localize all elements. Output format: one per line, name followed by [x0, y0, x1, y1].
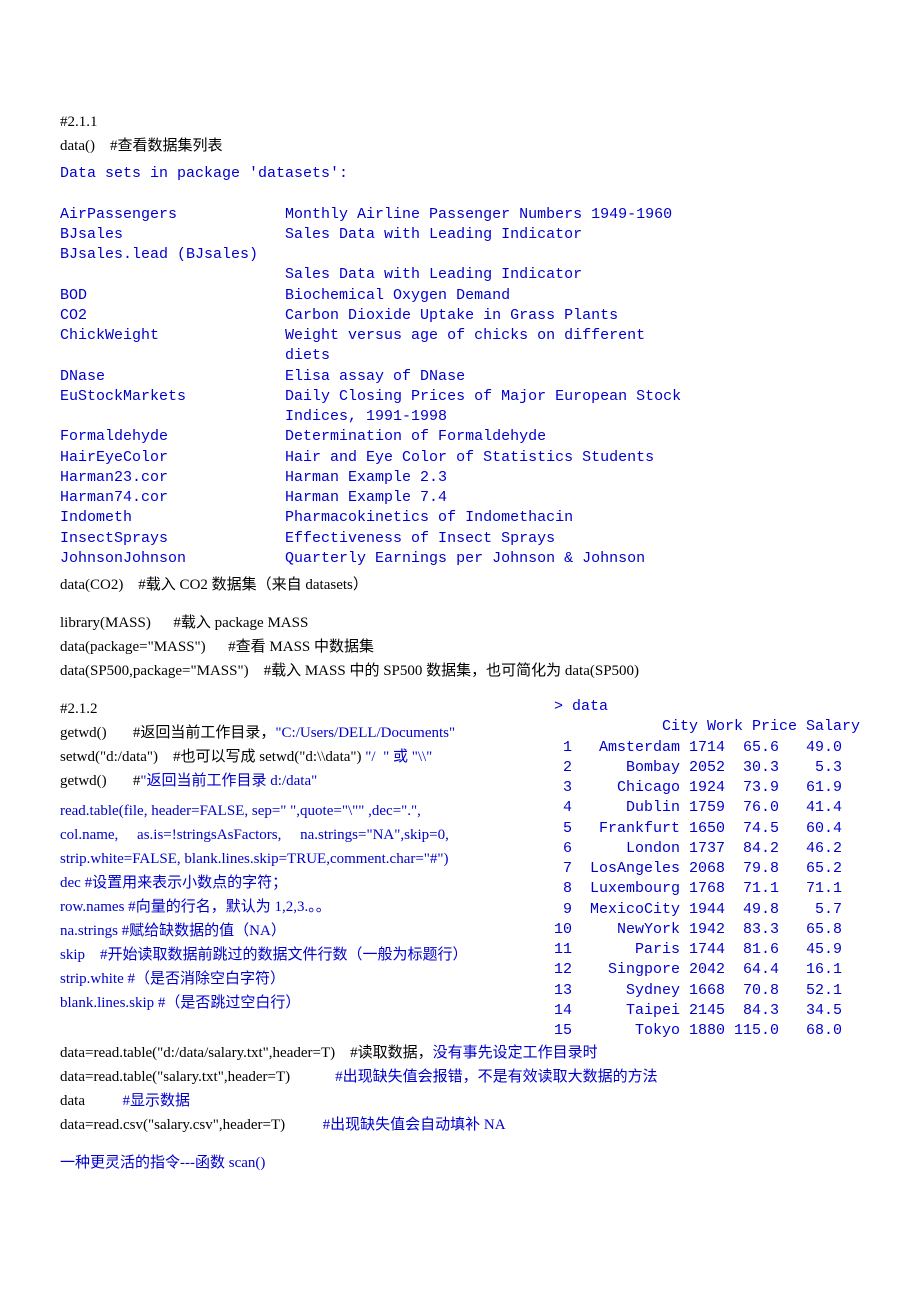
left-column: #2.1.2 getwd() #返回当前工作目录，"C:/Users/DELL/… [60, 697, 544, 1015]
param-desc: 开始读取数据前跳过的数据文件行数（一般为标题行） [108, 947, 468, 963]
code: getwd() # [60, 773, 140, 789]
code-line: 一种更灵活的指令---函数 scan() [60, 1151, 860, 1175]
document-page: #2.1.1 data() #查看数据集列表 Data sets in pack… [0, 0, 920, 1235]
code-line: getwd() #返回当前工作目录，"C:/Users/DELL/Documen… [60, 721, 544, 745]
code: data() [60, 138, 95, 154]
param-line: dec #设置用来表示小数点的字符； [60, 871, 544, 895]
code: data=read.table("d:/data/salary.txt",hea… [60, 1045, 433, 1061]
code-line: data(CO2) #载入 CO2 数据集（来自 datasets） [60, 573, 860, 597]
dataset-row: DNase Elisa assay of DNase [60, 367, 860, 387]
data-row: 15 Tokyo 1880 115.0 68.0 [554, 1021, 860, 1041]
param-line: skip #开始读取数据前跳过的数据文件行数（一般为标题行） [60, 943, 544, 967]
param-desc: 设置用来表示小数点的字符； [92, 875, 287, 891]
data-rows: 1 Amsterdam 1714 65.6 49.0 2 Bombay 2052… [554, 738, 860, 1042]
dataset-row: Formaldehyde Determination of Formaldehy… [60, 427, 860, 447]
code-line: data=read.table("d:/data/salary.txt",hea… [60, 1041, 860, 1065]
comment: #出现缺失值会报错，不是有效读取大数据的方法 [335, 1069, 658, 1085]
comment: #出现缺失值会自动填补 NA [323, 1117, 506, 1133]
dataset-row: CO2 Carbon Dioxide Uptake in Grass Plant… [60, 306, 860, 326]
dataset-row: AirPassengers Monthly Airline Passenger … [60, 205, 860, 225]
data-prompt: > data [554, 697, 860, 717]
code-line: setwd("d:/data") #也可以写成 setwd("d:\\data"… [60, 745, 544, 769]
param-name: skip # [60, 947, 108, 963]
console-blank [60, 184, 860, 204]
data-header: City Work Price Salary [554, 717, 860, 737]
comment: "/ " 或 "\\" [365, 749, 432, 765]
dataset-row: BJsales Sales Data with Leading Indicato… [60, 225, 860, 245]
code: getwd() #返回当前工作目录， [60, 725, 275, 741]
code: setwd("d:/data") #也可以写成 setwd("d:\\data"… [60, 749, 365, 765]
code-line: getwd() #"返回当前工作目录 d:/data" [60, 769, 544, 793]
param-name: row.names # [60, 899, 136, 915]
right-column: > data City Work Price Salary 1 Amsterda… [554, 697, 860, 1041]
param-line: blank.lines.skip #（是否跳过空白行） [60, 991, 544, 1015]
dataset-row: JohnsonJohnson Quarterly Earnings per Jo… [60, 549, 860, 569]
code: data [60, 1093, 122, 1109]
data-row: 13 Sydney 1668 70.8 52.1 [554, 981, 860, 1001]
param-line: na.strings #赋给缺数据的值（NA） [60, 919, 544, 943]
param-desc: （是否消除空白字符） [135, 971, 285, 987]
data-row: 1 Amsterdam 1714 65.6 49.0 [554, 738, 860, 758]
code-line: data() #查看数据集列表 [60, 134, 860, 158]
code-line: col.name, as.is=!stringsAsFactors, na.st… [60, 823, 544, 847]
comment: #显示数据 [122, 1093, 190, 1109]
dataset-row: diets [60, 346, 860, 366]
param-name: strip.white # [60, 971, 135, 987]
data-row: 3 Chicago 1924 73.9 61.9 [554, 778, 860, 798]
param-name: na.strings # [60, 923, 129, 939]
data-row: 2 Bombay 2052 30.3 5.3 [554, 758, 860, 778]
data-row: 5 Frankfurt 1650 74.5 60.4 [554, 819, 860, 839]
code-line: data(package="MASS") #查看 MASS 中数据集 [60, 635, 860, 659]
section-heading: #2.1.1 [60, 110, 860, 134]
param-desc: （是否跳过空白行） [165, 995, 300, 1011]
dataset-row: BOD Biochemical Oxygen Demand [60, 286, 860, 306]
data-row: 12 Singpore 2042 64.4 16.1 [554, 960, 860, 980]
code-line: library(MASS) #载入 package MASS [60, 611, 860, 635]
code-line: read.table(file, header=FALSE, sep=" ",q… [60, 799, 544, 823]
code: data=read.csv("salary.csv",header=T) [60, 1117, 323, 1133]
dataset-row: Indometh Pharmacokinetics of Indomethaci… [60, 508, 860, 528]
datasets-console-output: Data sets in package 'datasets': AirPass… [60, 164, 860, 569]
param-line: strip.white #（是否消除空白字符） [60, 967, 544, 991]
code-line: data(SP500,package="MASS") #载入 MASS 中的 S… [60, 659, 860, 683]
comment: "C:/Users/DELL/Documents" [275, 725, 455, 741]
dataset-row: Indices, 1991-1998 [60, 407, 860, 427]
datasets-rows: AirPassengers Monthly Airline Passenger … [60, 205, 860, 570]
comment: #查看数据集列表 [95, 138, 223, 154]
dataset-row: InsectSprays Effectiveness of Insect Spr… [60, 529, 860, 549]
data-row: 14 Taipei 2145 84.3 34.5 [554, 1001, 860, 1021]
data-row: 11 Paris 1744 81.6 45.9 [554, 940, 860, 960]
code-line: strip.white=FALSE, blank.lines.skip=TRUE… [60, 847, 544, 871]
data-row: 4 Dublin 1759 76.0 41.4 [554, 798, 860, 818]
comment: "返回当前工作目录 d:/data" [140, 773, 317, 789]
param-name: blank.lines.skip # [60, 995, 165, 1011]
dataset-row: Harman74.cor Harman Example 7.4 [60, 488, 860, 508]
code-line: data #显示数据 [60, 1089, 860, 1113]
two-column-region: #2.1.2 getwd() #返回当前工作目录，"C:/Users/DELL/… [60, 697, 860, 1041]
param-name: dec # [60, 875, 92, 891]
param-line: row.names #向量的行名，默认为 1,2,3.。。 [60, 895, 544, 919]
dataset-row: EuStockMarkets Daily Closing Prices of M… [60, 387, 860, 407]
console-title: Data sets in package 'datasets': [60, 164, 860, 184]
comment: 没有事先设定工作目录时 [433, 1045, 598, 1061]
data-row: 6 London 1737 84.2 46.2 [554, 839, 860, 859]
code: data=read.table("salary.txt",header=T) [60, 1069, 335, 1085]
dataset-row: BJsales.lead (BJsales) [60, 245, 860, 265]
code-line: data=read.table("salary.txt",header=T) #… [60, 1065, 860, 1089]
data-row: 7 LosAngeles 2068 79.8 65.2 [554, 859, 860, 879]
param-desc: 赋给缺数据的值（NA） [129, 923, 286, 939]
header-text: City Work Price Salary [581, 718, 860, 735]
dataset-row: ChickWeight Weight versus age of chicks … [60, 326, 860, 346]
section-heading: #2.1.2 [60, 697, 544, 721]
param-desc: 向量的行名，默认为 1,2,3.。。 [136, 899, 331, 915]
dataset-row: Harman23.cor Harman Example 2.3 [60, 468, 860, 488]
data-row: 10 NewYork 1942 83.3 65.8 [554, 920, 860, 940]
dataset-row: HairEyeColor Hair and Eye Color of Stati… [60, 448, 860, 468]
data-row: 9 MexicoCity 1944 49.8 5.7 [554, 900, 860, 920]
data-row: 8 Luxembourg 1768 71.1 71.1 [554, 879, 860, 899]
dataset-row: Sales Data with Leading Indicator [60, 265, 860, 285]
code-line: data=read.csv("salary.csv",header=T) #出现… [60, 1113, 860, 1137]
